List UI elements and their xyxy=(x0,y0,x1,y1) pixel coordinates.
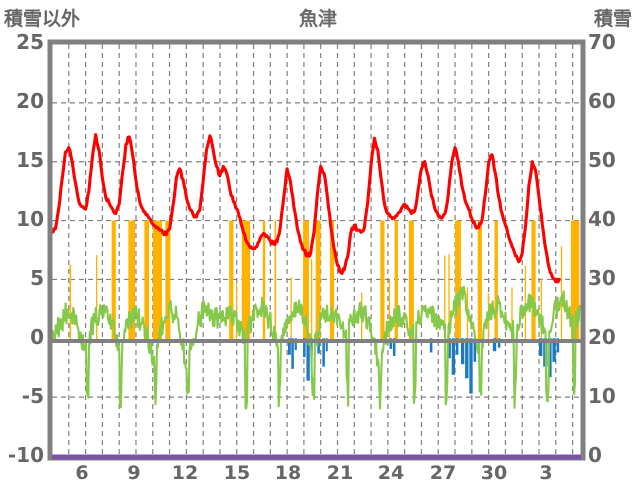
y-axis-right-tick: 0 xyxy=(588,443,602,467)
x-axis-tick: 3 xyxy=(539,462,553,484)
y-axis-right-tick: 40 xyxy=(588,207,616,231)
y-axis-right-tick: 30 xyxy=(588,266,616,290)
temperature-line xyxy=(52,133,561,284)
x-axis-tick: 21 xyxy=(326,462,354,484)
x-axis-tick: 24 xyxy=(377,462,405,484)
x-axis-tick: 9 xyxy=(127,462,141,484)
y-axis-left-tick: 0 xyxy=(30,325,44,349)
y-axis-left-tick: 25 xyxy=(16,30,44,54)
y-axis-right-tick: 50 xyxy=(588,148,616,172)
y-axis-right-tick: 60 xyxy=(588,89,616,113)
x-axis-tick: 15 xyxy=(223,462,251,484)
x-axis-tick: 30 xyxy=(480,462,508,484)
wind-line xyxy=(52,285,581,410)
negative-bars xyxy=(287,338,560,394)
y-axis-left-tick: -5 xyxy=(21,384,44,408)
x-axis-tick: 12 xyxy=(171,462,199,484)
right-axis-unit-label: 積雪 xyxy=(593,8,632,30)
y-axis-right-tick: 70 xyxy=(588,30,616,54)
y-axis-left-tick: 15 xyxy=(16,148,44,172)
y-axis-left-tick: 20 xyxy=(16,89,44,113)
x-axis-tick: 6 xyxy=(75,462,89,484)
y-axis-left-tick: -10 xyxy=(7,443,44,467)
page-title: 魚津 xyxy=(298,8,337,30)
y-axis-right-tick: 10 xyxy=(588,384,616,408)
left-axis-unit-label: 積雪以外 xyxy=(4,8,81,30)
data-series-layer xyxy=(52,133,581,410)
y-axis-left-tick: 10 xyxy=(16,207,44,231)
x-axis-tick: 18 xyxy=(274,462,302,484)
y-axis-left-tick: 5 xyxy=(30,266,44,290)
y-axis-right-tick: 20 xyxy=(588,325,616,349)
sunshine-bars xyxy=(69,220,580,343)
x-axis-tick: 27 xyxy=(429,462,457,484)
